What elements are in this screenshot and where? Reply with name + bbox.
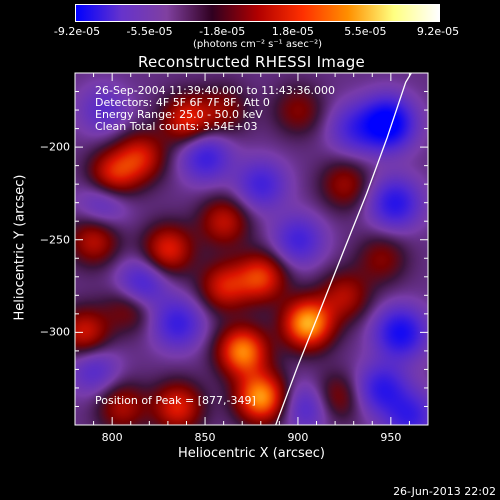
x-axis-tick-label: 950 — [380, 431, 402, 444]
colorbar-tick-label: -5.5e-05 — [126, 25, 173, 38]
colorbar-unit-label: (photons cm⁻² s⁻¹ asec⁻²) — [192, 39, 323, 50]
y-axis-tick-label: −300 — [39, 325, 70, 339]
clean-counts-text: Clean Total counts: 3.54E+03 — [95, 120, 258, 133]
energy-range-text: Energy Range: 25.0 - 50.0 keV — [95, 108, 263, 121]
x-axis-label: Heliocentric X (arcsec) — [178, 446, 325, 461]
colorbar — [75, 4, 440, 22]
plot-area: 26-Sep-2004 11:39:40.000 to 11:43:36.000… — [75, 73, 428, 425]
x-axis-tick-label: 800 — [101, 431, 123, 444]
y-axis-tick-label: −250 — [39, 233, 70, 247]
time-range-text: 26-Sep-2004 11:39:40.000 to 11:43:36.000 — [95, 84, 335, 97]
timestamp-label: 26-Jun-2013 22:02 — [393, 485, 496, 498]
y-axis-tick-label: −200 — [39, 140, 70, 154]
chart-title: Reconstructed RHESSI Image — [137, 53, 366, 71]
y-axis-tick-labels: −200 −250 −300 — [0, 73, 70, 425]
colorbar-tick-label: -9.2e-05 — [53, 25, 101, 38]
solar-limb-curve — [275, 73, 412, 425]
heatmap-image — [75, 73, 428, 425]
colorbar-tick-label: -1.8e-05 — [199, 25, 246, 38]
axes-frame — [74, 72, 429, 426]
y-axis-label: Heliocentric Y (arcsec) — [12, 174, 28, 321]
colorbar-tick-label: 9.2e-05 — [416, 25, 460, 38]
detectors-text: Detectors: 4F 5F 6F 7F 8F, Att 0 — [95, 96, 270, 109]
axes-border — [74, 72, 429, 426]
colorbar-tick-labels: -9.2e-05 -5.5e-05 -1.8e-05 1.8e-05 5.5e-05 9.… — [54, 25, 459, 39]
colorbar-tick-label: 1.8e-05 — [271, 25, 314, 38]
x-axis-tick-label: 850 — [194, 431, 216, 444]
peak-position-text: Position of Peak = [877,-349] — [95, 394, 256, 407]
plot-overlay — [275, 73, 412, 425]
x-axis-tick-label: 900 — [287, 431, 309, 444]
x-axis-tick-labels: 800 850 900 950 — [75, 431, 428, 445]
colorbar-tick-label: 5.5e-05 — [344, 25, 387, 38]
